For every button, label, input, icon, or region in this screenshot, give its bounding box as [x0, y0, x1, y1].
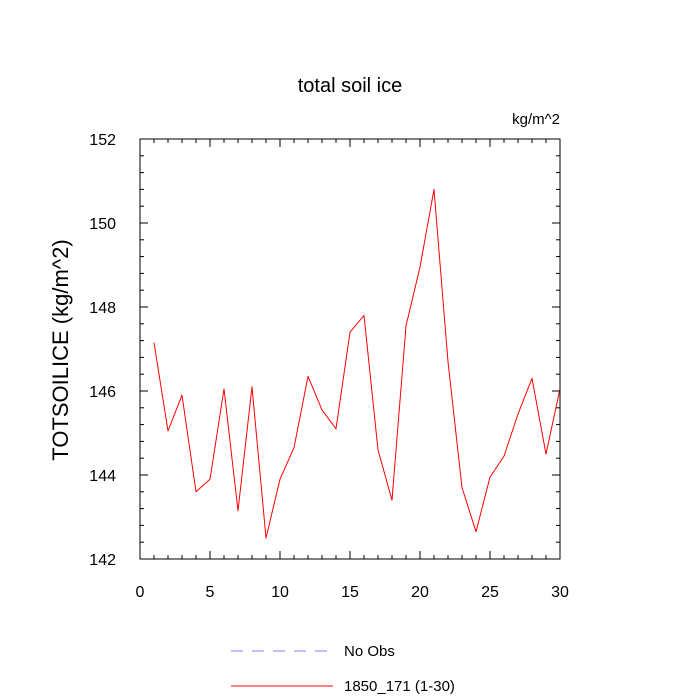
- x-tick-label: 25: [481, 584, 499, 601]
- legend-label-series: 1850_171 (1-30): [344, 678, 455, 695]
- y-tick-label: 142: [89, 552, 116, 569]
- tick-labels: 0 5 10 15 20 25 30 142 144 146 148 150 152: [89, 132, 569, 601]
- y-tick-label: 150: [89, 216, 116, 233]
- axis-ticks: [139, 138, 561, 560]
- x-tick-label: 5: [206, 584, 215, 601]
- plot-frame: [139, 138, 561, 560]
- x-tick-label: 20: [411, 584, 429, 601]
- y-tick-label: 148: [89, 300, 116, 317]
- units-label: kg/m^2: [512, 111, 560, 128]
- y-tick-label: 152: [89, 132, 116, 149]
- y-tick-label: 144: [89, 468, 116, 485]
- y-tick-label: 146: [89, 384, 116, 401]
- series-line: [153, 188, 561, 539]
- legend: No Obs 1850_171 (1-30): [231, 643, 455, 695]
- y-axis-label: TOTSOILICE (kg/m^2): [48, 239, 73, 460]
- x-tick-label: 30: [551, 584, 569, 601]
- x-tick-label: 15: [341, 584, 359, 601]
- x-tick-label: 0: [136, 584, 145, 601]
- chart-title: total soil ice: [298, 75, 403, 97]
- legend-label-no-obs: No Obs: [344, 643, 395, 660]
- x-tick-label: 10: [271, 584, 289, 601]
- series-layer: [153, 188, 561, 539]
